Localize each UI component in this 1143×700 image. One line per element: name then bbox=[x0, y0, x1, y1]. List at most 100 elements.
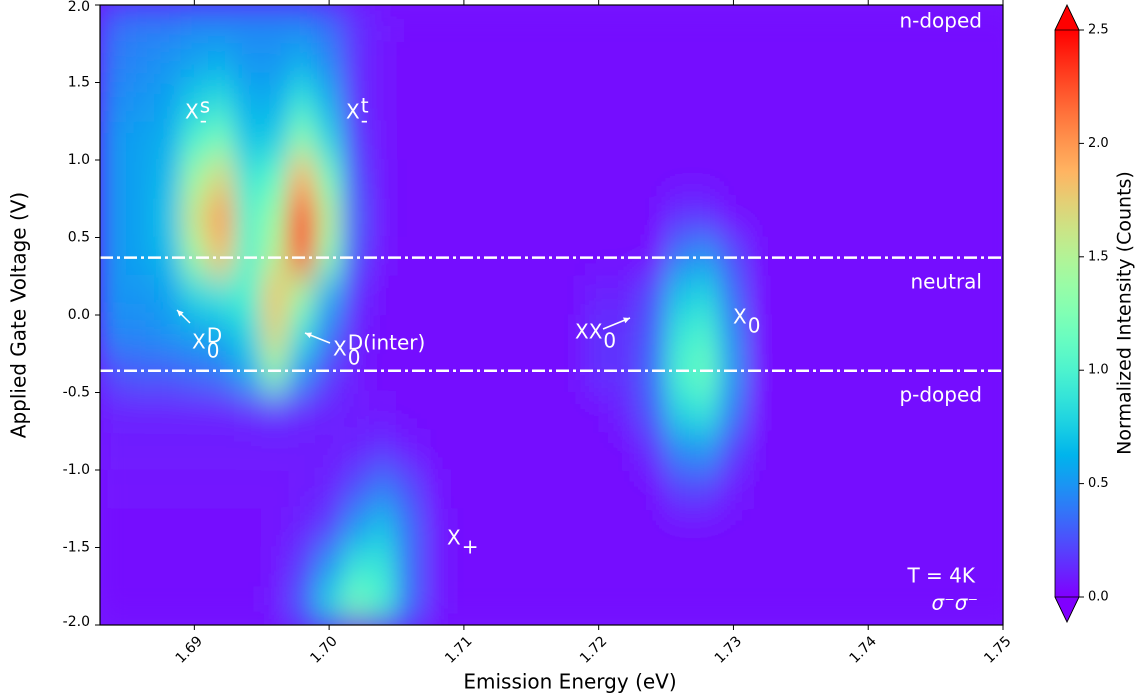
heatmap-cell bbox=[342, 547, 371, 587]
heatmap-cell bbox=[234, 159, 263, 200]
heatmap-cell bbox=[827, 43, 856, 83]
heatmap-cell bbox=[800, 585, 829, 625]
heatmap-cell bbox=[315, 275, 344, 316]
heatmap-cell bbox=[315, 469, 344, 510]
heatmap-cell bbox=[611, 469, 640, 510]
heatmap-cell bbox=[476, 120, 505, 161]
heatmap-cell bbox=[719, 314, 748, 355]
heatmap-cell bbox=[719, 353, 748, 393]
heatmap-cell bbox=[854, 82, 883, 122]
heatmap-cell bbox=[261, 314, 290, 355]
heatmap-cell bbox=[665, 469, 694, 510]
heatmap-cell bbox=[100, 43, 128, 83]
heatmap-cell bbox=[854, 353, 883, 393]
heatmap-cell bbox=[719, 508, 748, 548]
heatmap-cell bbox=[665, 353, 694, 393]
heatmap-cell bbox=[638, 275, 667, 316]
heatmap-cell bbox=[908, 5, 937, 45]
heatmap-cell bbox=[100, 314, 128, 355]
heatmap-cell bbox=[100, 392, 128, 432]
colorbar-tick-label: 1.0 bbox=[1088, 363, 1109, 378]
heatmap-cell bbox=[800, 43, 829, 83]
x-tick-label: 1.73 bbox=[712, 633, 745, 666]
heatmap-cell bbox=[503, 353, 532, 393]
heatmap-cell bbox=[369, 585, 398, 625]
heatmap-cell bbox=[854, 120, 883, 161]
heatmap-cell bbox=[503, 43, 532, 83]
heatmap-cell bbox=[881, 314, 910, 355]
heatmap-cell bbox=[449, 120, 478, 161]
heatmap-cell bbox=[557, 120, 586, 161]
heatmap-cell bbox=[800, 508, 829, 548]
heatmap-cell bbox=[503, 275, 532, 316]
heatmap-cell bbox=[234, 82, 263, 122]
heatmap-cell bbox=[369, 469, 398, 510]
heatmap-cell bbox=[449, 585, 478, 625]
heatmap-cell bbox=[719, 585, 748, 625]
heatmap-cell bbox=[234, 5, 263, 45]
heatmap-cell bbox=[234, 547, 263, 587]
heatmap-cell bbox=[100, 82, 128, 122]
heatmap-cell bbox=[611, 82, 640, 122]
heatmap-cell bbox=[719, 469, 748, 510]
heatmap-cell bbox=[800, 120, 829, 161]
heatmap-cell bbox=[100, 547, 128, 587]
heatmap-cell bbox=[557, 198, 586, 238]
heatmap-cell bbox=[827, 392, 856, 432]
heatmap-cell bbox=[530, 508, 559, 548]
heatmap-cell bbox=[827, 469, 856, 510]
heatmap-cell bbox=[692, 5, 721, 45]
heatmap-cell bbox=[611, 392, 640, 432]
heatmap-cell bbox=[207, 430, 236, 471]
heatmap-cell bbox=[234, 392, 263, 432]
heatmap-cell bbox=[288, 353, 317, 393]
heatmap-cell bbox=[665, 275, 694, 316]
heatmap-cell bbox=[315, 82, 344, 122]
heatmap-cell bbox=[611, 5, 640, 45]
heatmap-cell bbox=[584, 5, 613, 45]
heatmap-cell bbox=[611, 275, 640, 316]
heatmap-cell bbox=[854, 392, 883, 432]
heatmap-cell bbox=[234, 353, 263, 393]
heatmap-cell bbox=[800, 275, 829, 316]
heatmap-cell bbox=[288, 392, 317, 432]
heatmap-cell bbox=[773, 469, 802, 510]
annotation: T = 4K bbox=[906, 564, 975, 588]
heatmap-cell bbox=[773, 120, 802, 161]
heatmap-cell bbox=[692, 547, 721, 587]
heatmap-cell bbox=[881, 585, 910, 625]
heatmap-cell bbox=[989, 82, 1003, 122]
heatmap-cell bbox=[369, 392, 398, 432]
annotation-subscript: - bbox=[200, 109, 207, 133]
heatmap-cell bbox=[746, 198, 775, 238]
heatmap-cell bbox=[503, 508, 532, 548]
heatmap-cell bbox=[746, 585, 775, 625]
heatmap-cell bbox=[881, 469, 910, 510]
annotation: p-doped bbox=[899, 383, 982, 407]
heatmap-cell bbox=[503, 159, 532, 200]
annotation: X bbox=[346, 100, 360, 124]
heatmap-cell bbox=[476, 469, 505, 510]
heatmap-cell bbox=[503, 120, 532, 161]
heatmap-cell bbox=[773, 392, 802, 432]
heatmap-cell bbox=[261, 508, 290, 548]
heatmap-cell bbox=[342, 198, 371, 238]
annotation-superscript: t bbox=[361, 94, 369, 118]
heatmap-cell bbox=[396, 159, 424, 200]
heatmap-cell bbox=[557, 547, 586, 587]
heatmap-cell bbox=[773, 508, 802, 548]
heatmap-cell bbox=[746, 43, 775, 83]
heatmap-cell bbox=[935, 198, 964, 238]
heatmap-cell bbox=[126, 120, 155, 161]
heatmap-cell bbox=[827, 275, 856, 316]
heatmap-cell bbox=[881, 159, 910, 200]
heatmap-cell bbox=[746, 120, 775, 161]
heatmap-cell bbox=[989, 159, 1003, 200]
heatmap-cell bbox=[476, 159, 505, 200]
heatmap-cell bbox=[908, 314, 937, 355]
heatmap-cell bbox=[288, 120, 317, 161]
heatmap-cell bbox=[962, 353, 991, 393]
heatmap-cell bbox=[261, 120, 290, 161]
heatmap-cell bbox=[584, 392, 613, 432]
heatmap-cell bbox=[962, 275, 991, 316]
